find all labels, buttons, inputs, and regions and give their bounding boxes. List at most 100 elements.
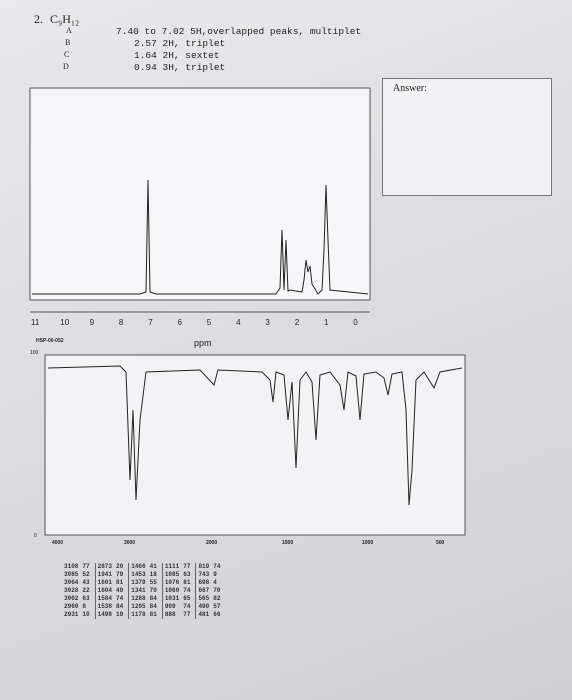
nmr-tick-label: 9	[89, 318, 95, 327]
ir-tick-label: 500	[436, 540, 445, 546]
ir-cell: 63	[80, 595, 96, 603]
nmr-tick-label: 10	[60, 318, 70, 327]
nmr-tick-label: 8	[118, 318, 124, 327]
ir-cell: 63	[181, 571, 197, 579]
ir-cell: 909	[164, 603, 176, 610]
ir-cell: 19	[114, 611, 130, 619]
ir-cell: 84	[114, 603, 130, 611]
ir-cell: 1031	[164, 595, 180, 602]
ir-cell: 2960	[64, 603, 79, 610]
ir-row: 3085 52 1941 79 1453 18 1085 63 743 9	[62, 571, 222, 579]
ir-y-bottom: 0	[34, 533, 37, 539]
ir-cell: 84	[147, 603, 163, 611]
nmr-tick-label: 7	[148, 318, 153, 327]
ir-cell: 3028	[64, 587, 79, 594]
ir-cell: 74	[181, 603, 197, 611]
ir-cell: 1111	[164, 563, 180, 570]
ir-cell: 77	[80, 563, 96, 571]
nmr-tick-label: 6	[177, 318, 182, 327]
ir-cell: 2873	[97, 563, 113, 570]
ir-cell: 81	[147, 611, 163, 619]
answer-label: Answer:	[393, 83, 427, 94]
ir-cell: 66	[213, 611, 221, 618]
ir-cell: 49	[114, 587, 130, 595]
ir-cell: 2931	[64, 611, 79, 618]
ir-cell: 74	[213, 563, 221, 570]
ir-cell: 3064	[64, 579, 79, 586]
ir-cell: 65	[181, 595, 197, 603]
peak-text: 2.57 2H, triplet	[134, 38, 226, 49]
ir-cell: 1601	[97, 579, 113, 586]
ir-cell: 82	[213, 595, 221, 602]
ir-frame	[44, 354, 466, 536]
nmr-tick-label: 0	[353, 318, 358, 327]
ir-cell: 1076	[164, 579, 180, 586]
ir-row: 2931 10 1498 19 1178 81 888 77 481 66	[62, 611, 222, 619]
ir-cell: 1453	[131, 571, 146, 578]
ir-cell: 1604	[97, 587, 113, 594]
ir-row: 3064 43 1601 81 1379 55 1076 81 698 4	[62, 579, 222, 587]
ir-spectrum	[47, 365, 463, 506]
ir-cell: 1538	[97, 603, 113, 610]
nmr-tick-label: 3	[265, 318, 270, 327]
nmr-tick-label: 1	[324, 318, 329, 327]
nmr-frame	[29, 87, 371, 301]
peak-letter: C	[64, 50, 70, 59]
ir-cell: 70	[147, 587, 163, 595]
ir-cell: 1288	[131, 595, 146, 602]
ir-cell: 79	[114, 571, 130, 579]
ir-cell: 9	[213, 571, 217, 578]
ir-cell: 77	[181, 611, 197, 619]
peak-text: 7.40 to 7.02 5H,overlapped peaks, multip…	[116, 26, 362, 37]
ir-cell: 698	[198, 579, 210, 586]
ir-cell: 77	[181, 563, 197, 571]
ir-y-top: 100	[30, 350, 39, 356]
ir-cell: 52	[80, 571, 96, 579]
ir-cell: 74	[114, 595, 130, 603]
nmr-tick-label: 5	[206, 318, 212, 327]
ir-tick-label: 3000	[124, 540, 136, 546]
peak-text: 1.64 2H, sextet	[134, 50, 220, 61]
ir-cell: 3108	[64, 563, 79, 570]
ir-cell: 1178	[131, 611, 146, 618]
ir-cell: 888	[164, 611, 176, 618]
nmr-tick-label: 2	[294, 318, 300, 327]
ir-row: 2960 8 1538 84 1205 84 909 74 490 57	[62, 603, 222, 611]
answer-box: Answer:	[382, 78, 552, 196]
peak-letter: A	[66, 26, 72, 35]
ir-cell: 18	[147, 571, 163, 579]
ir-cell: 74	[181, 587, 197, 595]
ir-tick-label: 2000	[206, 540, 218, 546]
ir-cell: 490	[198, 603, 210, 610]
ir-cell: 819	[198, 563, 210, 570]
ir-cell: 3085	[64, 571, 79, 578]
ir-cell: 20	[114, 563, 130, 571]
ir-tick-label: 1000	[362, 540, 374, 546]
ir-cell: 4	[213, 579, 217, 586]
ir-cell: 1085	[164, 571, 180, 578]
ir-cell: 81	[114, 579, 130, 587]
peak-text: 0.94 3H, triplet	[134, 62, 226, 73]
ir-cell: 70	[213, 587, 221, 594]
ir-cell: 1498	[97, 611, 113, 618]
ir-row: 3108 77 2873 20 1466 41 1111 77 819 74	[62, 563, 222, 571]
ir-cell: 3002	[64, 595, 79, 602]
ir-cell: 1466	[131, 563, 146, 570]
ir-cell: 481	[198, 611, 210, 618]
question-number: 2.	[34, 12, 43, 26]
ir-cell: 43	[80, 579, 96, 587]
nmr-spectrum	[32, 179, 369, 295]
ir-cell: 81	[181, 579, 197, 587]
ir-cell: 667	[198, 587, 210, 594]
ir-cell: 1341	[131, 587, 146, 594]
ir-cell: 1205	[131, 603, 146, 610]
ir-cell: 1060	[164, 587, 180, 594]
ir-cell: 1941	[97, 571, 113, 578]
ir-cell: 743	[198, 571, 210, 578]
nmr-tick-label: 11	[31, 318, 40, 327]
ir-cell: 1584	[97, 595, 113, 602]
ir-row: 3028 22 1604 49 1341 70 1060 74 667 70	[62, 587, 222, 595]
nmr-tick-label: 4	[236, 318, 241, 327]
